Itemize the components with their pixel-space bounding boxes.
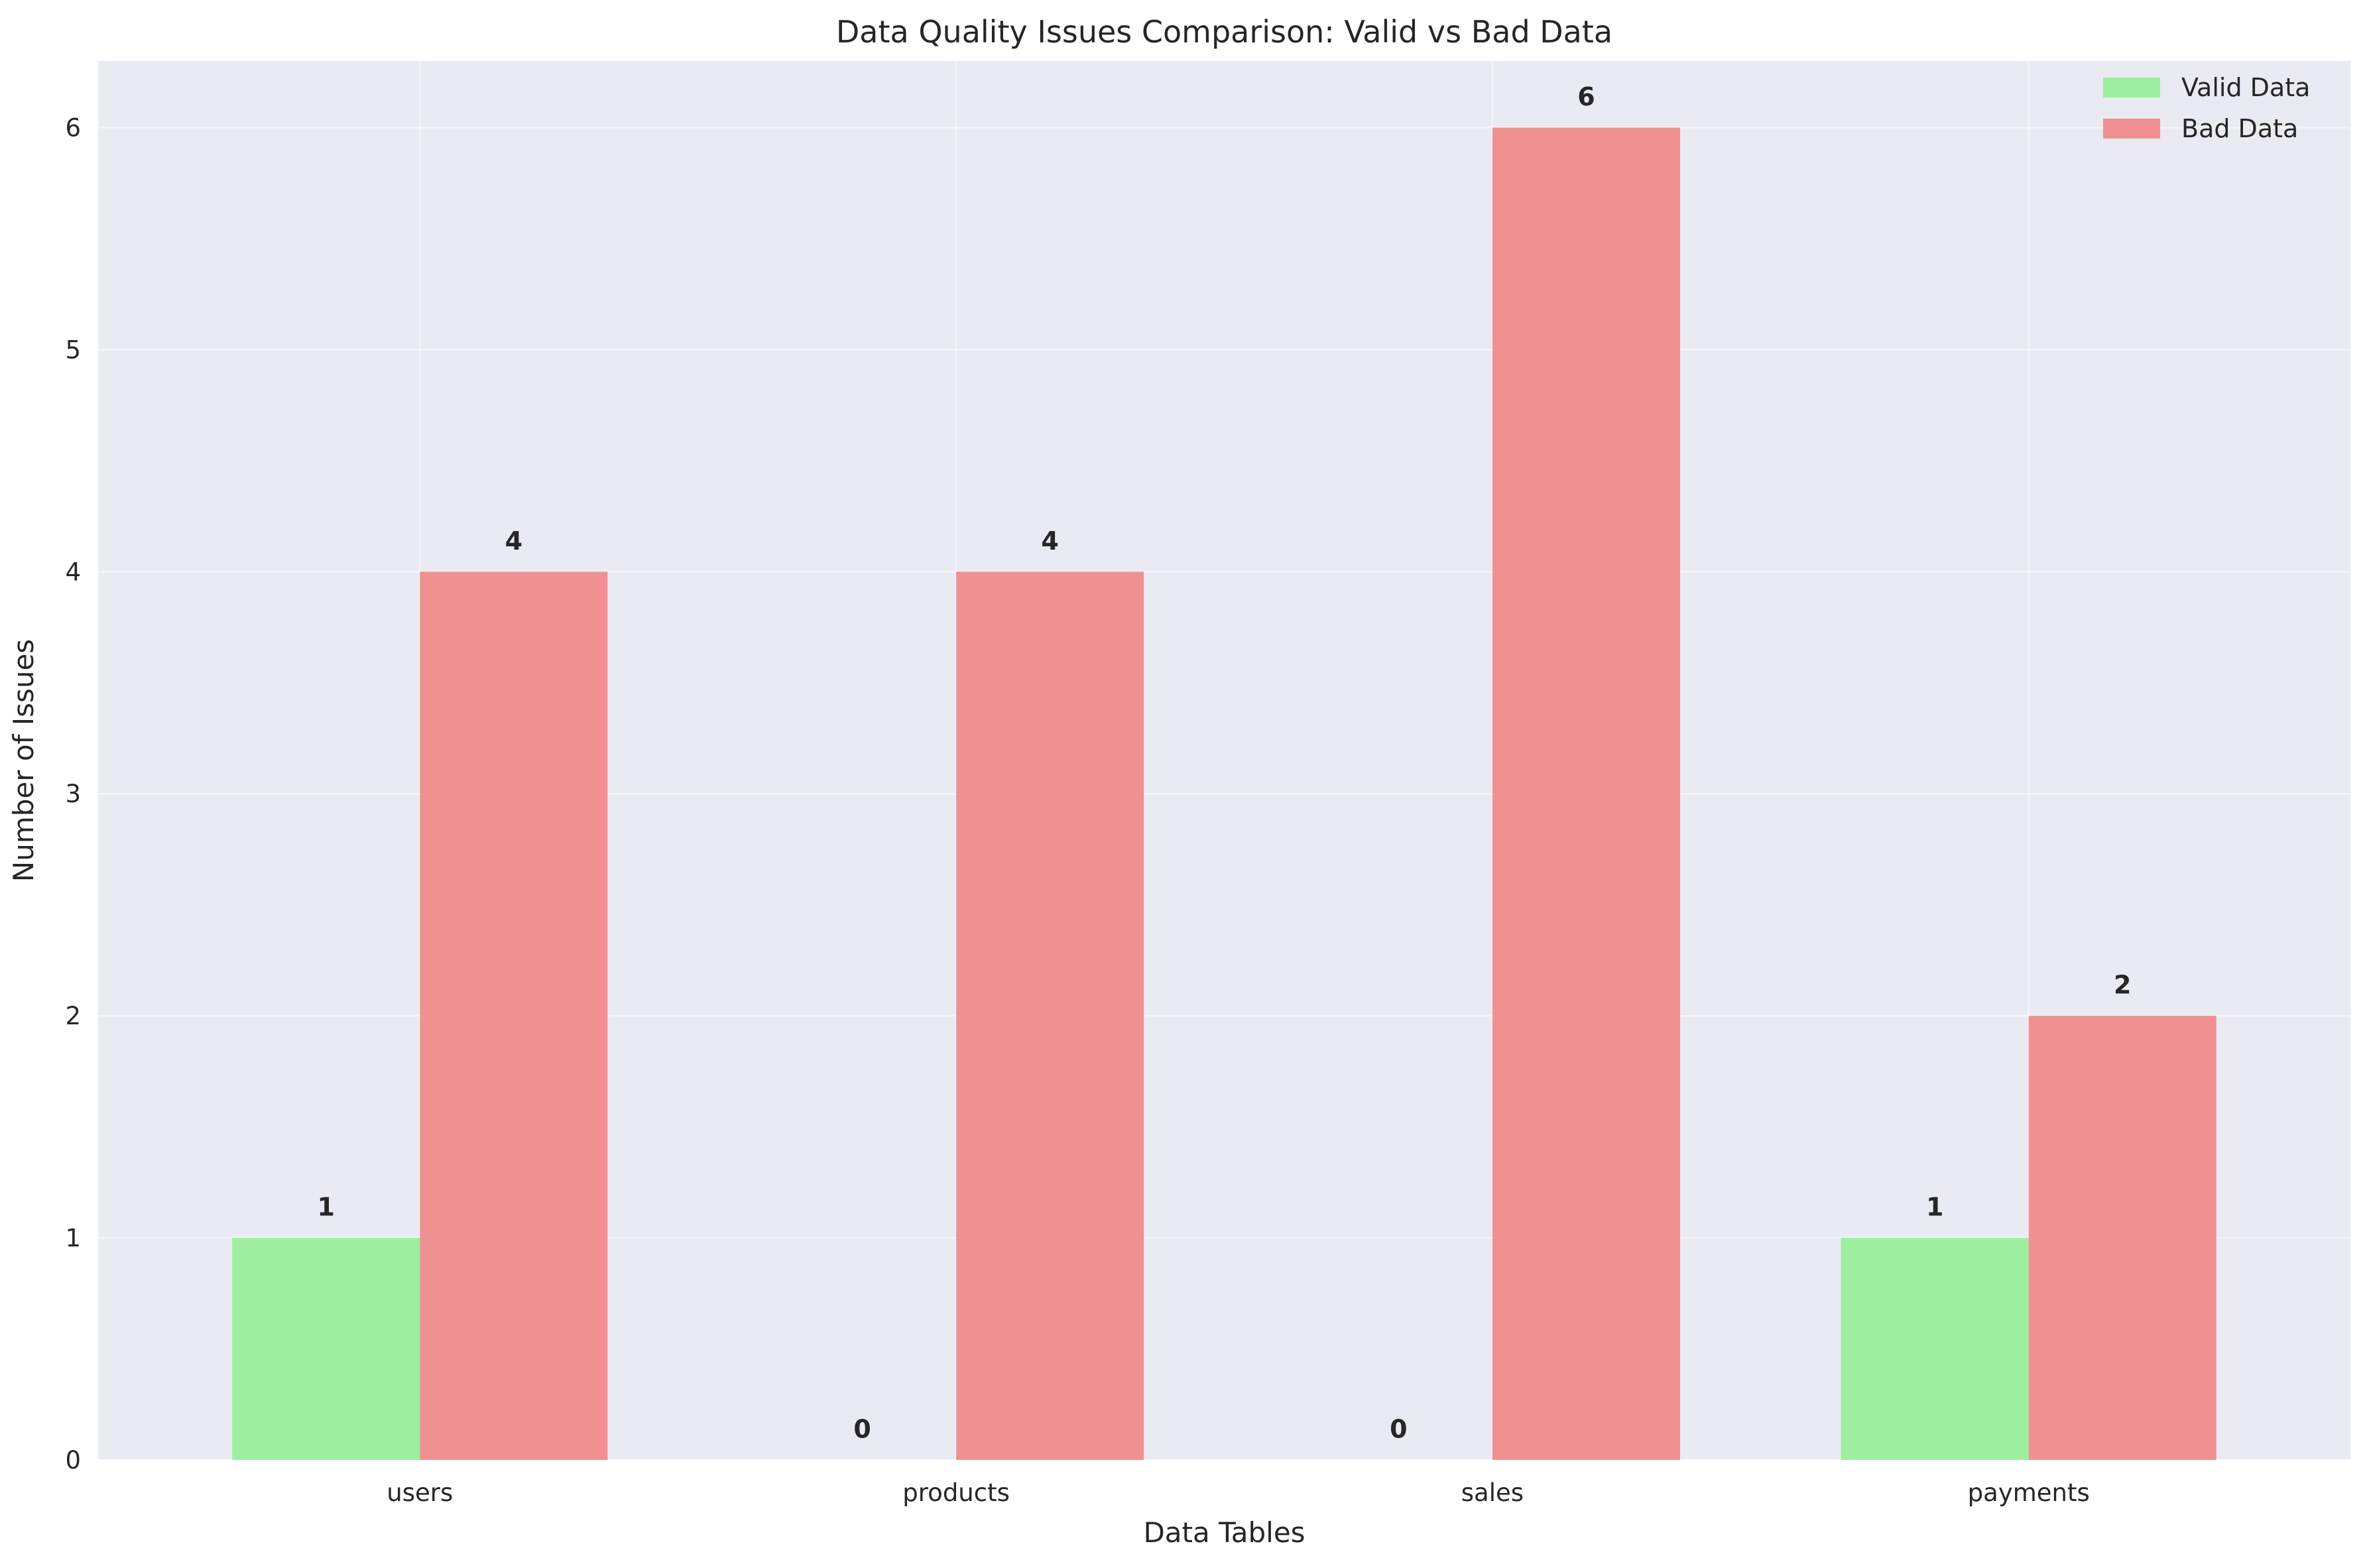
data-label: 2	[2114, 971, 2131, 1000]
bars	[232, 127, 2216, 1461]
data-label: 6	[1577, 82, 1595, 111]
x-axis-ticks: users products sales payments	[387, 1478, 2089, 1507]
data-label: 1	[1926, 1193, 1943, 1222]
legend-label: Bad Data	[2181, 114, 2298, 143]
legend-swatch	[2103, 119, 2160, 139]
y-tick-label: 4	[65, 558, 81, 586]
x-tick-label: users	[387, 1478, 453, 1507]
data-label: 1	[318, 1193, 335, 1222]
y-axis-ticks: 0 1 2 3 4 5 6	[65, 113, 81, 1475]
x-tick-label: products	[902, 1478, 1010, 1507]
x-axis-label: Data Tables	[1143, 1516, 1305, 1549]
y-tick-label: 5	[65, 335, 81, 364]
bar-bad-data-users	[420, 572, 608, 1461]
bar-valid-data-users	[232, 1238, 420, 1460]
bar-bad-data-products	[956, 572, 1144, 1461]
y-tick-label: 1	[65, 1224, 81, 1252]
legend: Valid Data Bad Data	[2103, 73, 2310, 143]
x-tick-label: payments	[1968, 1478, 2090, 1507]
data-label: 4	[1041, 526, 1058, 556]
data-label: 0	[1390, 1415, 1407, 1444]
legend-swatch	[2103, 78, 2160, 97]
chart-title: Data Quality Issues Comparison: Valid vs…	[836, 14, 1612, 50]
y-tick-label: 0	[65, 1446, 81, 1475]
data-labels: 1 0 0 1 4 4 6 2	[318, 82, 2132, 1444]
data-label: 0	[853, 1415, 871, 1444]
x-tick-label: sales	[1461, 1478, 1524, 1507]
y-axis-label: Number of Issues	[7, 639, 40, 882]
data-label: 4	[505, 526, 522, 556]
bar-bad-data-payments	[2028, 1016, 2216, 1460]
y-tick-label: 2	[65, 1002, 81, 1030]
bar-bad-data-sales	[1492, 127, 1680, 1460]
legend-label: Valid Data	[2181, 73, 2310, 102]
bar-valid-data-payments	[1841, 1238, 2029, 1460]
y-tick-label: 6	[65, 113, 81, 142]
y-tick-label: 3	[65, 780, 81, 808]
